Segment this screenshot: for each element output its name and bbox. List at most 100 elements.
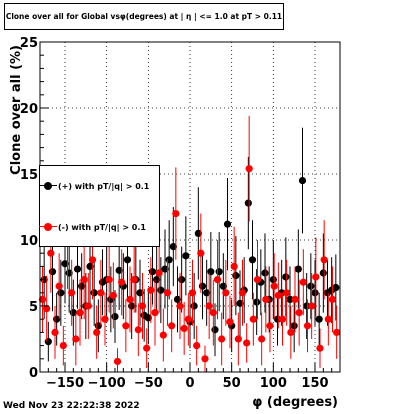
legend-label-negative: (-) with pT/|q| > 0.1	[58, 223, 146, 232]
data-point	[249, 315, 257, 323]
data-point	[184, 315, 192, 323]
data-point	[299, 278, 307, 286]
data-point	[218, 335, 226, 343]
data-point	[211, 326, 219, 334]
data-point	[291, 295, 299, 303]
data-point	[328, 295, 337, 303]
data-point	[303, 302, 311, 310]
data-point	[163, 289, 172, 297]
data-point	[134, 326, 142, 334]
data-point	[144, 314, 152, 322]
data-point	[232, 272, 240, 280]
data-point	[122, 322, 130, 330]
data-point	[203, 289, 211, 297]
data-point	[88, 256, 97, 264]
data-point	[148, 268, 157, 276]
data-point	[245, 165, 253, 173]
data-point	[278, 315, 287, 323]
data-point	[253, 298, 261, 306]
data-point	[113, 357, 122, 366]
data-point	[230, 262, 238, 270]
data-point	[312, 273, 320, 281]
x-tick-label: 0	[185, 376, 194, 391]
data-point	[48, 268, 57, 276]
data-point	[72, 335, 80, 343]
data-point	[130, 276, 138, 284]
data-point	[169, 243, 177, 251]
data-point	[109, 291, 117, 300]
x-tick-label: 100	[260, 376, 287, 391]
data-point	[274, 291, 282, 300]
data-point	[294, 265, 302, 273]
data-point	[151, 309, 159, 317]
data-point	[73, 265, 82, 273]
chart-title: Clone over all for Global vsφ(degrees) a…	[5, 12, 283, 21]
data-point	[173, 295, 182, 303]
data-point	[333, 328, 341, 336]
data-point	[298, 177, 307, 185]
data-point	[57, 289, 65, 297]
series-negative	[38, 115, 341, 372]
data-point	[219, 282, 227, 290]
data-point	[165, 256, 173, 264]
data-point	[182, 252, 190, 260]
data-point	[201, 355, 209, 363]
data-point	[236, 299, 244, 307]
legend-entry-positive: (+) with pT/|q| > 0.1	[39, 181, 149, 191]
data-point	[159, 331, 167, 339]
data-point	[44, 338, 52, 346]
data-point	[194, 229, 202, 237]
data-point	[286, 295, 294, 303]
data-point	[188, 289, 197, 297]
data-point	[287, 328, 295, 336]
data-point	[136, 289, 144, 297]
data-point	[207, 268, 215, 276]
data-point	[61, 260, 69, 268]
legend: (+) with pT/|q| > 0.1 (-) with pT/|q| > …	[39, 165, 160, 247]
data-point	[176, 302, 184, 310]
data-point	[262, 295, 270, 303]
data-point	[258, 335, 266, 343]
data-point	[222, 289, 230, 297]
data-point	[308, 302, 316, 310]
data-point	[261, 269, 269, 277]
x-axis-label: φ (degrees)	[252, 395, 338, 410]
data-point	[243, 339, 251, 347]
x-tick-label: −100	[88, 376, 126, 391]
black-circle-marker-icon	[39, 181, 57, 190]
data-point	[180, 324, 188, 333]
data-point	[55, 282, 63, 290]
data-point	[90, 289, 98, 297]
data-point	[198, 282, 207, 290]
data-point	[215, 268, 223, 276]
data-point	[253, 276, 262, 284]
data-point	[155, 269, 163, 277]
data-point	[86, 262, 94, 270]
data-point	[238, 289, 247, 297]
data-point	[84, 302, 92, 310]
data-point	[273, 315, 282, 323]
data-point	[126, 295, 134, 303]
data-point	[118, 278, 126, 286]
x-tick-label: 150	[301, 376, 328, 391]
data-point	[324, 315, 332, 323]
x-tick-label: −150	[46, 376, 84, 391]
data-point	[190, 302, 198, 310]
data-point	[303, 322, 312, 330]
data-point	[223, 220, 232, 228]
data-point	[205, 302, 213, 310]
data-point	[115, 266, 123, 274]
data-point	[197, 249, 205, 257]
data-point	[332, 283, 340, 292]
data-point	[178, 276, 186, 284]
data-point	[101, 315, 109, 323]
data-point	[290, 322, 298, 330]
data-point	[248, 256, 257, 264]
data-point	[97, 289, 105, 297]
data-point	[51, 328, 59, 336]
x-tick-label: 50	[223, 376, 241, 391]
data-point	[76, 309, 84, 317]
data-point	[38, 295, 47, 303]
y-tick-label: 5	[29, 300, 38, 315]
data-point	[209, 309, 217, 317]
